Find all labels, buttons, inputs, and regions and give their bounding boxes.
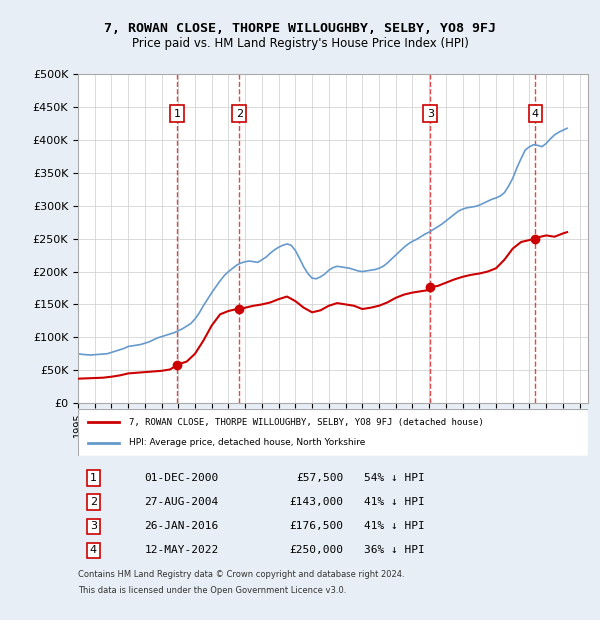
Text: 41% ↓ HPI: 41% ↓ HPI [364,521,424,531]
Text: 26-JAN-2016: 26-JAN-2016 [145,521,218,531]
Text: 1: 1 [173,109,181,119]
Text: 12-MAY-2022: 12-MAY-2022 [145,546,218,556]
Text: 27-AUG-2004: 27-AUG-2004 [145,497,218,507]
Text: 1: 1 [90,473,97,483]
Text: 3: 3 [427,109,434,119]
Text: £250,000: £250,000 [289,546,343,556]
Text: 54% ↓ HPI: 54% ↓ HPI [364,473,424,483]
Text: 4: 4 [532,109,539,119]
Text: £143,000: £143,000 [289,497,343,507]
Text: 01-DEC-2000: 01-DEC-2000 [145,473,218,483]
Text: This data is licensed under the Open Government Licence v3.0.: This data is licensed under the Open Gov… [78,586,346,595]
Text: 7, ROWAN CLOSE, THORPE WILLOUGHBY, SELBY, YO8 9FJ (detached house): 7, ROWAN CLOSE, THORPE WILLOUGHBY, SELBY… [129,418,484,427]
Text: 2: 2 [90,497,97,507]
Text: 2: 2 [236,109,243,119]
Text: HPI: Average price, detached house, North Yorkshire: HPI: Average price, detached house, Nort… [129,438,365,447]
Text: Contains HM Land Registry data © Crown copyright and database right 2024.: Contains HM Land Registry data © Crown c… [78,570,404,580]
Text: Price paid vs. HM Land Registry's House Price Index (HPI): Price paid vs. HM Land Registry's House … [131,37,469,50]
Text: £176,500: £176,500 [289,521,343,531]
Text: £57,500: £57,500 [296,473,343,483]
Text: 4: 4 [90,546,97,556]
Text: 36% ↓ HPI: 36% ↓ HPI [364,546,424,556]
Text: 3: 3 [90,521,97,531]
Text: 7, ROWAN CLOSE, THORPE WILLOUGHBY, SELBY, YO8 9FJ: 7, ROWAN CLOSE, THORPE WILLOUGHBY, SELBY… [104,22,496,35]
FancyBboxPatch shape [78,409,588,456]
Text: 41% ↓ HPI: 41% ↓ HPI [364,497,424,507]
